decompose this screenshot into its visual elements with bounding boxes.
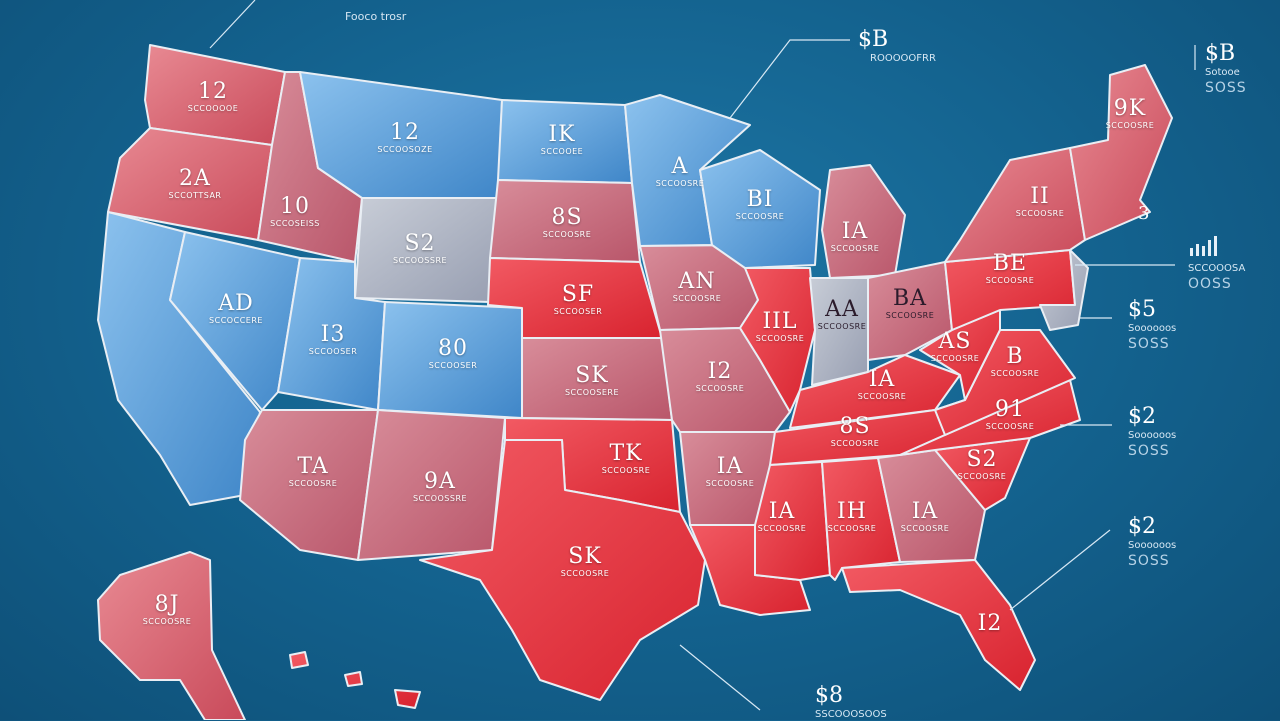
label-tennessee: 8S SCCOOSRE <box>830 414 880 449</box>
label-pennsylvania: BE SCCOOSRE <box>985 251 1035 286</box>
label-north-carolina: 91 SCCOOSRE <box>985 397 1035 432</box>
label-nevada: AD SCCOCCERE <box>209 291 263 326</box>
label-new-mexico: 9A SCCOOSSRE <box>412 469 468 504</box>
state-nevada <box>169 231 301 411</box>
label-arizona: TA SCCOOSRE <box>288 454 338 489</box>
callout-right-2: $5 Soooooos SOSS <box>1128 297 1177 353</box>
state-florida <box>841 559 1036 691</box>
label-washington: 12 SCCOOOOE <box>187 79 239 114</box>
callout-leaders <box>209 0 1196 711</box>
label-idaho: 10 SCCOSEISS <box>270 194 320 229</box>
label-north-dakota: IK SCCOOEE <box>540 122 584 157</box>
label-georgia: IA SCCOOSRE <box>900 499 950 534</box>
label-west-virginia: AS SCCOOSRE <box>930 329 980 364</box>
state-alaska <box>97 551 246 720</box>
state-new-jersey <box>1039 249 1089 331</box>
label-iowa: AN SCCOOSRE <box>672 269 722 304</box>
state-new-england <box>1069 64 1173 241</box>
state-hawaii <box>289 651 421 709</box>
label-mississippi: IA SCCOOSRE <box>757 499 807 534</box>
label-minnesota: A SCCOOSRE <box>655 154 705 189</box>
label-south-dakota: 8S SCCOOSRE <box>542 205 592 240</box>
label-oklahoma: TK SCCOOSRE <box>601 441 651 476</box>
label-arkansas: IA SCCOOSRE <box>705 454 755 489</box>
label-alabama: IH SCCOOSRE <box>827 499 877 534</box>
label-kentucky: IA SCCOOSRE <box>857 367 907 402</box>
label-kansas: SK SCCOOSERE <box>564 363 620 398</box>
callout-right-1: SCCOOOSA OOSS <box>1188 263 1246 292</box>
label-ohio: BA SCCOOSRE <box>885 286 935 321</box>
label-new-york: II SCCOOSRE <box>1015 184 1065 219</box>
callout-right-3: $2 Soooooos SOSS <box>1128 404 1177 460</box>
label-south-carolina: S2 SCCOOSRE <box>957 447 1007 482</box>
label-virginia: B SCCOOSRE <box>990 344 1040 379</box>
callout-top-center: $B ROOOOOFRR <box>858 27 936 65</box>
label-nebraska: SF SCCOOSER <box>553 282 603 317</box>
label-texas: SK SCCOOSRE <box>560 544 610 579</box>
top-caption: Fooco trosr <box>345 10 407 23</box>
label-colorado: 80 SCCOOSER <box>428 336 478 371</box>
state-ohio <box>867 261 953 361</box>
label-montana: 12 SCCOOSOZE <box>377 120 433 155</box>
label-alaska: 8J SCCOOSRE <box>142 592 192 627</box>
label-florida: I2 <box>977 611 1003 636</box>
label-maine: 9K SCCOOSRE <box>1105 96 1155 131</box>
label-utah: I3 SCCOOSER <box>308 322 358 357</box>
label-indiana: AA SCCOOSRE <box>817 297 867 332</box>
state-wisconsin <box>699 149 821 269</box>
state-texas <box>419 439 706 701</box>
state-oregon <box>107 127 273 241</box>
label-missouri: I2 SCCOOSRE <box>695 359 745 394</box>
label-wyoming: S2 SCCOOSSRE <box>392 231 448 266</box>
mini-bar-icon <box>1190 236 1217 256</box>
label-michigan: IA SCCOOSRE <box>830 219 880 254</box>
callout-right-4: $2 Soooooos SOSS <box>1128 514 1177 570</box>
label-wisconsin: BI SCCOOSRE <box>735 187 785 222</box>
callout-bottom: $8 SSCOOOSOOS <box>815 683 887 721</box>
callout-top-right: $B Sotooe SOSS <box>1205 41 1247 97</box>
callout-ne-marker: 3 <box>1138 203 1150 224</box>
label-oregon: 2A SCCOTTSAR <box>168 166 222 201</box>
label-illinois: IIL SCCOOSRE <box>755 309 805 344</box>
